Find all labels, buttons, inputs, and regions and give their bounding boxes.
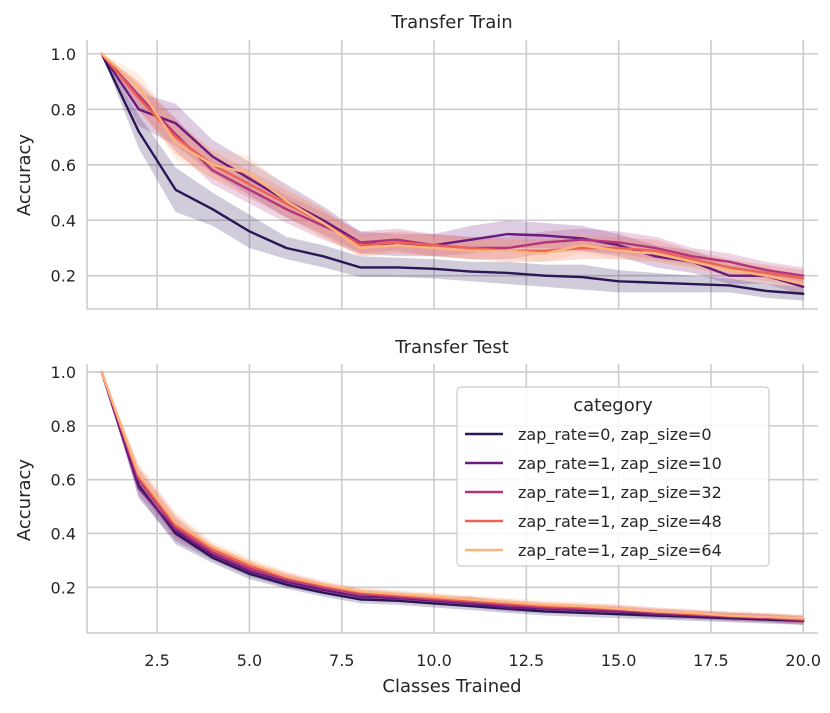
x-tick-label: 17.5 (693, 651, 729, 670)
y-axis-label-test: Accuracy (14, 459, 35, 542)
series-line-0 (100, 52, 805, 295)
series-line-4 (100, 52, 805, 286)
x-tick-label: 15.0 (601, 651, 637, 670)
x-tick-label: 20.0 (785, 651, 821, 670)
legend-items: zap_rate=0, zap_size=0 zap_rate=1, zap_si… (465, 425, 722, 561)
x-tick-label: 5.0 (237, 651, 262, 670)
y-tick-label: 0.4 (51, 211, 76, 230)
y-tick-label: 0.2 (51, 578, 76, 597)
grid-train (87, 40, 818, 309)
ticks-test: 2.5 5.0 7.5 10.0 12.5 15.0 17.5 20.0 0.2 0.4 0.6 0.… (51, 363, 821, 670)
series-line-0 (100, 370, 805, 623)
series-line-1 (100, 370, 805, 623)
y-tick-label: 1.0 (51, 363, 76, 382)
x-tick-label: 7.5 (329, 651, 354, 670)
series-line-4 (100, 370, 805, 620)
series-lines-train (100, 52, 805, 295)
panel-transfer-test: Transfer Test Accuracy 2.5 5.0 7.5 10.0 12.5… (14, 337, 821, 697)
series-line-3 (100, 52, 805, 280)
ticks-train: 0.2 0.4 0.6 0.8 1.0 (51, 45, 76, 286)
confidence-band-series-0 (101, 53, 804, 301)
legend-label-3: zap_rate=1, zap_size=48 (518, 512, 722, 532)
series-lines-test (100, 370, 805, 623)
y-axis-label-train: Accuracy (14, 134, 35, 217)
panel-transfer-train: Transfer Train Accuracy 0.2 0.4 0.6 0.8 1.0 (14, 12, 818, 310)
confidence-band-series-2 (101, 53, 804, 285)
legend-box (456, 386, 770, 567)
y-tick-label: 0.6 (51, 156, 76, 175)
legend-title: category (573, 395, 653, 416)
y-tick-label: 0.4 (51, 524, 76, 543)
legend-label-1: zap_rate=1, zap_size=10 (518, 454, 722, 474)
legend: category zap_rate=0, zap_size=0zap_rate=… (456, 386, 770, 567)
y-tick-label: 0.2 (51, 267, 76, 286)
y-tick-label: 0.6 (51, 471, 76, 490)
x-tick-label: 12.5 (509, 651, 545, 670)
legend-label-0: zap_rate=0, zap_size=0 (518, 425, 712, 445)
y-tick-label: 0.8 (51, 417, 76, 436)
chart-title-transfer-train: Transfer Train (390, 12, 512, 33)
x-tick-label: 10.0 (416, 651, 452, 670)
y-tick-label: 0.8 (51, 100, 76, 119)
x-tick-label: 2.5 (144, 651, 169, 670)
y-tick-label: 1.0 (51, 45, 76, 64)
x-axis-label: Classes Trained (382, 676, 521, 697)
chart-title-transfer-test: Transfer Test (394, 337, 509, 358)
legend-label-4: zap_rate=1, zap_size=64 (518, 541, 722, 561)
legend-label-2: zap_rate=1, zap_size=32 (518, 483, 722, 503)
